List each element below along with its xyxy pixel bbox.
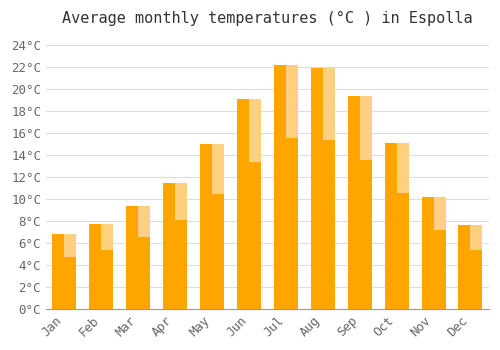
Bar bbox=[384, 143, 408, 309]
Bar bbox=[175, 183, 187, 220]
Bar bbox=[200, 144, 224, 309]
Bar bbox=[458, 225, 482, 309]
Bar bbox=[311, 68, 335, 309]
Bar bbox=[249, 99, 261, 162]
Bar bbox=[396, 143, 408, 193]
Bar bbox=[360, 96, 372, 160]
Bar bbox=[90, 224, 114, 309]
Bar bbox=[126, 206, 150, 309]
Bar bbox=[163, 183, 187, 309]
Bar bbox=[470, 225, 482, 251]
Bar bbox=[286, 65, 298, 138]
Bar bbox=[52, 234, 76, 309]
Bar bbox=[323, 68, 335, 140]
Bar bbox=[64, 234, 76, 257]
Bar bbox=[422, 197, 446, 309]
Bar bbox=[138, 206, 150, 237]
Bar bbox=[348, 96, 372, 309]
Title: Average monthly temperatures (°C ) in Espolla: Average monthly temperatures (°C ) in Es… bbox=[62, 11, 472, 26]
Bar bbox=[274, 65, 298, 309]
Bar bbox=[212, 144, 224, 194]
Bar bbox=[434, 197, 446, 230]
Bar bbox=[237, 99, 261, 309]
Bar bbox=[102, 224, 114, 250]
